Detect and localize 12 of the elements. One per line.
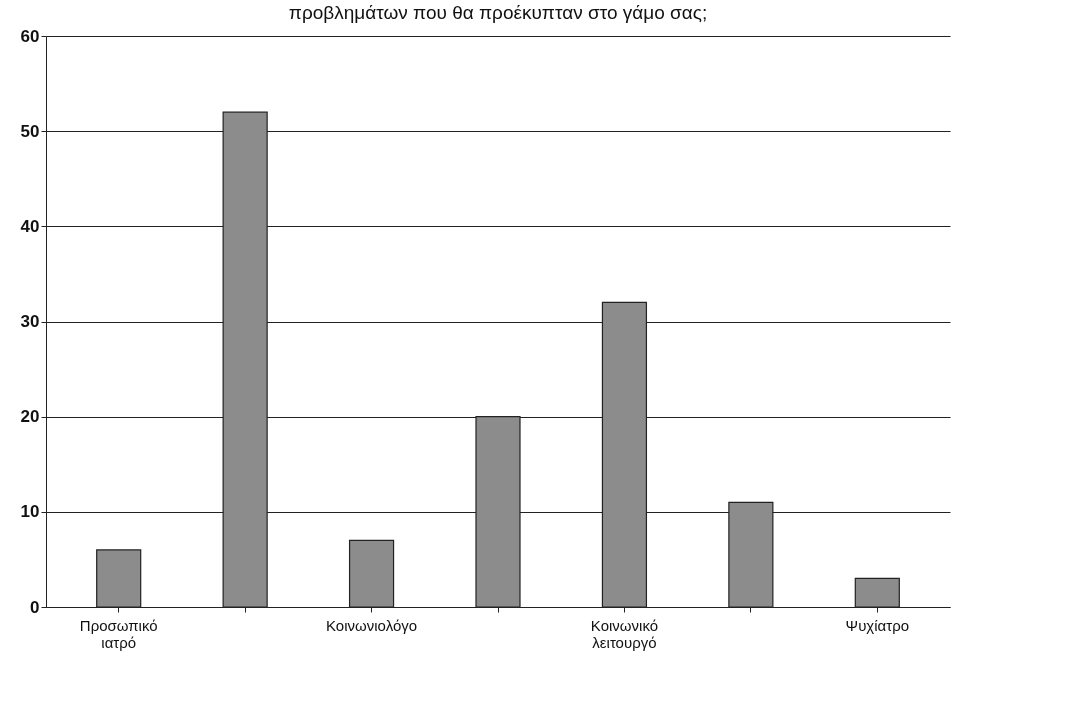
y-tick-label: 10 — [20, 502, 40, 522]
y-tick-label: 50 — [20, 121, 40, 141]
y-tick-label: 30 — [20, 312, 40, 331]
y-tick-label: 60 — [20, 26, 40, 46]
y-tick-label: 40 — [20, 216, 40, 236]
y-tick-label: 20 — [20, 407, 40, 427]
chart-title: προβλημάτων που θα προέκυπταν στο γάμο σας; — [288, 2, 708, 23]
x-tick-label: Ψυχίατρο — [845, 616, 910, 634]
x-tick-label: Κοινωνιολόγο — [326, 616, 418, 634]
x-tick-label: Κοινωνικό λειτουργό — [590, 616, 659, 651]
x-tick-label: Προσωπικό ιατρό — [79, 616, 158, 651]
y-tick-label: 0 — [30, 597, 40, 617]
